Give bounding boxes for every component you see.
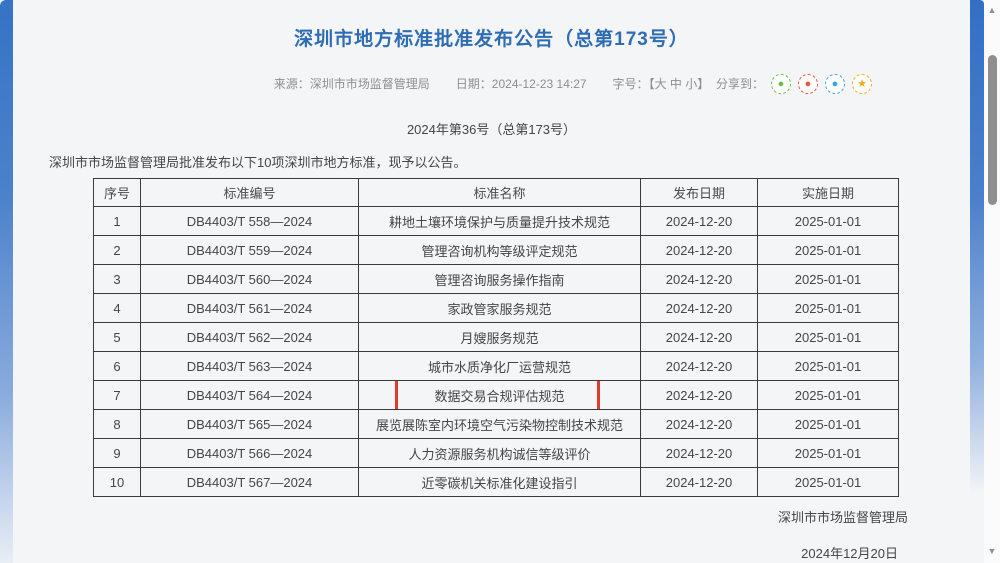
table-row: 4 DB4403/T 561—2024 家政管家服务规范 2024-12-20 2025… <box>93 293 899 323</box>
scroll-down-icon[interactable]: ▼ <box>987 546 997 556</box>
table-cell: 6 <box>93 351 141 381</box>
table-cell: 数据交易合规评估规范 <box>358 380 641 410</box>
table-cell: 2025-01-01 <box>757 322 899 352</box>
table-cell: 2025-01-01 <box>757 380 899 410</box>
table-cell: DB4403/T 566—2024 <box>140 438 359 468</box>
header-publish-date: 发布日期 <box>640 178 758 207</box>
table-cell: DB4403/T 562—2024 <box>140 322 359 352</box>
table-row: 1 DB4403/T 558—2024 耕地土壤环境保护与质量提升技术规范 2024-… <box>93 206 899 236</box>
table-cell: 2025-01-01 <box>757 467 899 497</box>
source-label: 来源： <box>273 77 310 91</box>
table-cell: 10 <box>93 467 141 497</box>
meta-info: 来源：深圳市市场监督管理局 日期：2024-12-23 14:27 字号：【大 中 … <box>33 73 950 95</box>
intro-paragraph: 深圳市市场监督管理局批准发布以下10项深圳市地方标准，现予以公告。 <box>49 155 467 170</box>
table-cell: DB4403/T 561—2024 <box>140 293 359 323</box>
table-cell: 2024-12-20 <box>640 409 758 439</box>
table-cell: 8 <box>93 409 141 439</box>
table-row: 6 DB4403/T 563—2024 城市水质净化厂运营规范 2024-12-20 2… <box>93 351 899 381</box>
table-cell: 近零碳机关标准化建设指引 <box>358 467 641 497</box>
table-cell: 2025-01-01 <box>757 235 899 265</box>
table-row: 5 DB4403/T 562—2024 月嫂服务规范 2024-12-20 2025-0… <box>93 322 899 352</box>
table-cell: 2024-12-20 <box>640 351 758 381</box>
table-cell: DB4403/T 559—2024 <box>140 235 359 265</box>
scroll-up-icon[interactable]: ▲ <box>987 5 997 15</box>
share-box: 分享到： ● ● ● ★ <box>716 73 872 95</box>
standards-table: 序号 标准编号 标准名称 发布日期 实施日期 1 DB4403/T 558—202… <box>93 178 899 497</box>
header-standard-no: 标准编号 <box>140 178 359 207</box>
table-cell: DB4403/T 567—2024 <box>140 467 359 497</box>
table-cell: DB4403/T 560—2024 <box>140 264 359 294</box>
table-cell: 2024-12-20 <box>640 322 758 352</box>
table-cell: 5 <box>93 322 141 352</box>
date-label: 日期： <box>455 77 492 91</box>
table-cell: 月嫂服务规范 <box>358 322 641 352</box>
source-value: 深圳市市场监督管理局 <box>309 77 430 91</box>
table-row: 9 DB4403/T 566—2024 人力资源服务机构诚信等级评价 2024-12-… <box>93 438 899 468</box>
table-cell: 2025-01-01 <box>757 264 899 294</box>
table-cell: 1 <box>93 206 141 236</box>
table-cell: 2024-12-20 <box>640 264 758 294</box>
table-row: 2 DB4403/T 559—2024 管理咨询机构等级评定规范 2024-12-20… <box>93 235 899 265</box>
table-wrapper: 序号 标准编号 标准名称 发布日期 实施日期 1 DB4403/T 558—202… <box>33 178 950 497</box>
table-cell: 管理咨询机构等级评定规范 <box>358 235 641 265</box>
table-cell: 城市水质净化厂运营规范 <box>358 351 641 381</box>
table-row: 10 DB4403/T 567—2024 近零碳机关标准化建设指引 2024-12-2… <box>93 467 899 497</box>
table-cell: 2024-12-20 <box>640 235 758 265</box>
page-title: 深圳市地方标准批准发布公告（总第173号） <box>294 29 689 50</box>
table-cell: DB4403/T 565—2024 <box>140 409 359 439</box>
table-row: 3 DB4403/T 560—2024 管理咨询服务操作指南 2024-12-20 20… <box>93 264 899 294</box>
issue-date: 2024年12月20日 <box>801 546 898 561</box>
table-cell: 4 <box>93 293 141 323</box>
table-row: 7 DB4403/T 564—2024 数据交易合规评估规范 2024-12-20 20… <box>93 380 899 410</box>
issuer-name: 深圳市市场监督管理局 <box>777 510 908 525</box>
header-implement-date: 实施日期 <box>757 178 899 207</box>
date-value: 2024-12-23 14:27 <box>491 77 587 91</box>
table-cell: 2024-12-20 <box>640 293 758 323</box>
table-cell: 耕地土壤环境保护与质量提升技术规范 <box>358 206 641 236</box>
table-cell: 2024-12-20 <box>640 438 758 468</box>
qq-share-icon[interactable]: ● <box>825 74 845 94</box>
header-seq: 序号 <box>93 178 141 207</box>
table-cell: 2025-01-01 <box>757 351 899 381</box>
wechat-share-icon[interactable]: ● <box>771 74 791 94</box>
share-label: 分享到： <box>715 77 764 91</box>
table-cell: 9 <box>93 438 141 468</box>
table-cell: 2024-12-20 <box>640 380 758 410</box>
table-cell: DB4403/T 564—2024 <box>140 380 359 410</box>
page-content: 深圳市地方标准批准发布公告（总第173号） 来源：深圳市市场监督管理局 日期：20… <box>13 0 970 563</box>
table-cell: 人力资源服务机构诚信等级评价 <box>358 438 641 468</box>
weibo-share-icon[interactable]: ● <box>798 74 818 94</box>
header-standard-name: 标准名称 <box>358 178 641 207</box>
table-cell: DB4403/T 563—2024 <box>140 351 359 381</box>
left-decorative-bar <box>0 0 13 563</box>
table-cell: 3 <box>93 264 141 294</box>
table-cell: DB4403/T 558—2024 <box>140 206 359 236</box>
favorite-star-icon[interactable]: ★ <box>852 74 872 94</box>
signature-block: 深圳市市场监督管理局 2024年12月20日 <box>33 507 950 562</box>
table-cell: 2025-01-01 <box>757 293 899 323</box>
table-cell: 展览展陈室内环境空气污染物控制技术规范 <box>358 409 641 439</box>
fontsize-switcher[interactable]: 【大 中 小】 <box>648 77 710 91</box>
fontsize-label: 字号： <box>612 77 649 91</box>
table-cell: 管理咨询服务操作指南 <box>358 264 641 294</box>
right-decorative-bar <box>970 0 984 563</box>
vertical-scrollbar[interactable]: ▲ ▼ <box>984 0 1000 563</box>
table-cell: 2024-12-20 <box>640 206 758 236</box>
document-number: 2024年第36号（总第173号） <box>406 122 577 137</box>
table-cell: 7 <box>93 380 141 410</box>
meta-row: 来源：深圳市市场监督管理局 日期：2024-12-23 14:27 字号：【大 中 … <box>33 73 950 95</box>
table-row: 8 DB4403/T 565—2024 展览展陈室内环境空气污染物控制技术规范 202… <box>93 409 899 439</box>
table-cell: 家政管家服务规范 <box>358 293 641 323</box>
table-header-row: 序号 标准编号 标准名称 发布日期 实施日期 <box>93 178 899 207</box>
scrollbar-thumb[interactable] <box>988 55 997 205</box>
table-cell: 2024-12-20 <box>640 467 758 497</box>
table-cell: 2 <box>93 235 141 265</box>
table-cell: 2025-01-01 <box>757 409 899 439</box>
table-cell: 2025-01-01 <box>757 206 899 236</box>
table-cell: 2025-01-01 <box>757 438 899 468</box>
share-icons: ● ● ● ★ <box>771 74 872 94</box>
